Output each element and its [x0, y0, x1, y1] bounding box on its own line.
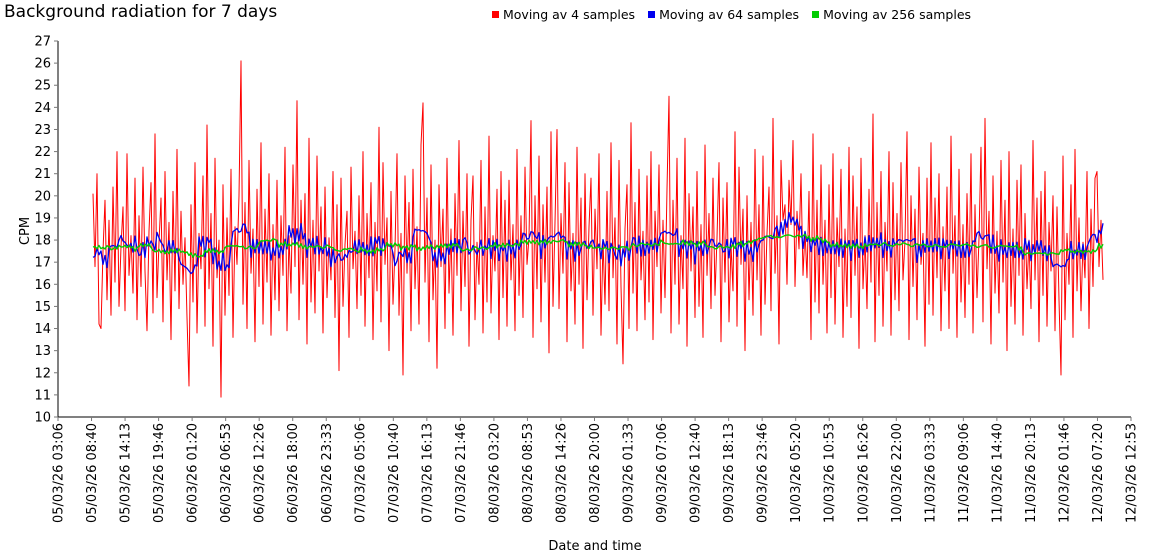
legend-item: Moving av 64 samples	[648, 7, 799, 22]
x-tick-label: 09/03/26 23:46	[756, 423, 771, 523]
x-tick-label: 10/03/26 16:26	[856, 423, 871, 523]
y-tick-label: 11	[34, 388, 51, 403]
x-tick-label: 09/03/26 01:33	[622, 423, 637, 523]
y-tick-label: 27	[34, 35, 51, 50]
x-tick-label: 11/03/26 20:13	[1024, 423, 1039, 523]
y-tick-label: 13	[34, 344, 51, 359]
chart-legend: Moving av 4 samples Moving av 64 samples M…	[492, 7, 971, 22]
y-tick-label: 10	[34, 411, 51, 426]
x-tick-label: 08/03/26 14:26	[554, 423, 569, 523]
x-tick-label: 05/03/26 03:06	[52, 423, 67, 523]
x-axis-title: Date and time	[548, 539, 641, 554]
x-tick-label: 08/03/26 03:20	[487, 423, 502, 523]
y-tick-label: 16	[34, 278, 51, 293]
x-tick-label: 06/03/26 06:53	[219, 423, 234, 523]
legend-item: Moving av 4 samples	[492, 7, 635, 22]
x-tick-label: 08/03/26 20:00	[588, 423, 603, 523]
y-tick-label: 14	[34, 322, 51, 337]
x-tick-label: 06/03/26 18:00	[286, 423, 301, 523]
chart-title: Background radiation for 7 days	[4, 2, 278, 22]
y-tick-label: 18	[34, 234, 51, 249]
x-tick-label: 05/03/26 08:40	[85, 423, 100, 523]
x-tick-label: 11/03/26 03:33	[923, 423, 938, 523]
x-tick-label: 12/03/26 07:20	[1091, 423, 1106, 523]
y-tick-label: 23	[34, 123, 51, 138]
y-tick-label: 17	[34, 256, 51, 271]
x-tick-label: 12/03/26 01:46	[1057, 423, 1072, 523]
x-tick-label: 11/03/26 14:40	[990, 423, 1005, 523]
x-tick-label: 10/03/26 05:20	[789, 423, 804, 523]
data-series	[92, 60, 1104, 398]
legend-swatch-icon	[492, 11, 499, 18]
x-tick-label: 10/03/26 22:00	[890, 423, 905, 523]
y-tick-label: 15	[34, 300, 51, 315]
x-tick-label: 06/03/26 01:20	[186, 423, 201, 523]
legend-item: Moving av 256 samples	[812, 7, 971, 22]
x-tick-label: 09/03/26 18:13	[722, 423, 737, 523]
x-tick-label: 07/03/26 16:13	[420, 423, 435, 523]
y-tick-label: 25	[34, 79, 51, 94]
axes: 10 11 12 13 14 15 16 17 18 19 20 21 22 23 24 25 26 27 05/0…	[34, 35, 1139, 523]
x-tick-label: 12/03/26 12:53	[1125, 423, 1140, 523]
series-line-moving-av-256	[92, 233, 1104, 258]
x-tick-label: 11/03/26 09:06	[957, 423, 972, 523]
y-tick-label: 12	[34, 366, 51, 381]
y-axis-title: CPM	[18, 217, 33, 245]
series-line-moving-av-64	[92, 211, 1104, 275]
legend-item-label: Moving av 256 samples	[823, 7, 972, 22]
y-tick-label: 22	[34, 145, 51, 160]
x-tick-label: 07/03/26 10:40	[387, 423, 402, 523]
y-tick-label: 19	[34, 211, 51, 226]
x-tick-label: 08/03/26 08:53	[521, 423, 536, 523]
y-tick-label: 21	[34, 167, 51, 182]
legend-swatch-icon	[812, 11, 820, 18]
legend-item-label: Moving av 4 samples	[503, 7, 636, 22]
x-tick-label: 10/03/26 10:53	[823, 423, 838, 523]
x-tick-label: 05/03/26 14:13	[119, 423, 134, 523]
y-tick-label: 20	[34, 189, 51, 204]
x-tick-label: 06/03/26 12:26	[253, 423, 268, 523]
x-tick-label: 09/03/26 07:06	[655, 423, 670, 523]
x-tick-label: 09/03/26 12:40	[689, 423, 704, 523]
y-tick-label: 26	[34, 57, 51, 72]
x-tick-label: 07/03/26 21:46	[454, 423, 469, 523]
y-tick-label: 24	[34, 101, 51, 116]
x-tick-label: 05/03/26 19:46	[152, 423, 167, 523]
series-line-moving-av-4	[92, 60, 1104, 398]
legend-swatch-icon	[648, 11, 656, 18]
x-tick-label: 07/03/26 05:06	[353, 423, 368, 523]
x-tick-label: 06/03/26 23:33	[320, 423, 335, 523]
legend-item-label: Moving av 64 samples	[659, 7, 800, 22]
